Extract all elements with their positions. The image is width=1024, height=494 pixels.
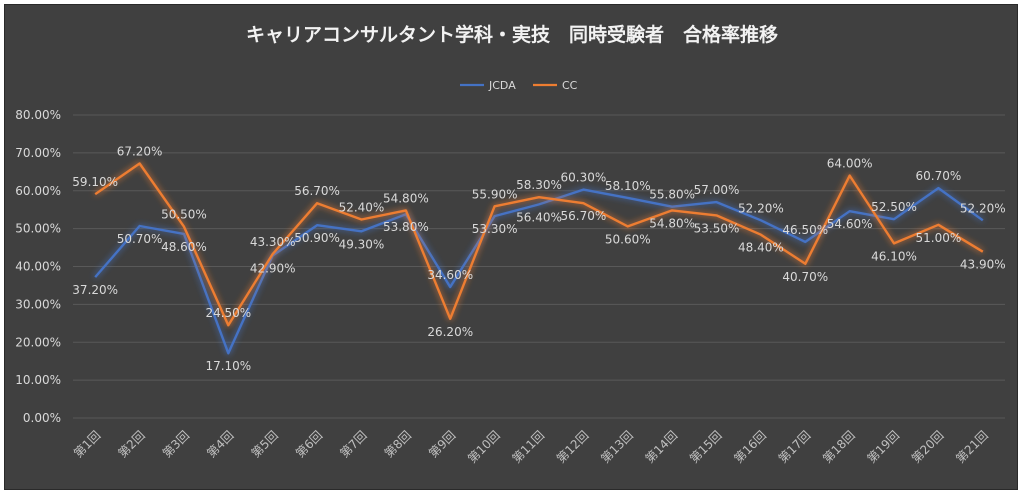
series-line-jcda — [94, 186, 984, 355]
data-label-jcda: 53.30% — [472, 222, 518, 236]
x-tick-label: 第15回 — [687, 428, 725, 466]
data-label-cc: 50.60% — [605, 232, 651, 246]
legend-label: CC — [562, 79, 578, 92]
y-tick-label: 10.00% — [15, 373, 61, 387]
legend-label: JCDA — [488, 79, 516, 92]
x-tick-label: 第10回 — [465, 428, 503, 466]
data-label-jcda: 34.60% — [427, 268, 473, 282]
data-label-cc: 50.50% — [161, 208, 207, 222]
y-tick-label: 0.00% — [23, 411, 61, 425]
line-chart: キャリアコンサルタント学科・実技 同時受験者 合格率推移 JCDA CC 0.00… — [15, 23, 1006, 466]
y-tick-label: 80.00% — [15, 108, 61, 122]
data-label-jcda: 52.50% — [871, 200, 917, 214]
y-tick-label: 40.00% — [15, 260, 61, 274]
data-label-jcda: 48.60% — [161, 240, 207, 254]
x-tick-label: 第8回 — [382, 428, 414, 460]
x-tick-label: 第14回 — [643, 428, 681, 466]
data-label-jcda: 50.90% — [294, 231, 340, 245]
chart-area: キャリアコンサルタント学科・実技 同時受験者 合格率推移 JCDA CC 0.00… — [4, 4, 1018, 490]
data-label-jcda: 17.10% — [205, 359, 251, 373]
data-label-cc: 64.00% — [827, 157, 873, 171]
data-label-jcda: 52.20% — [960, 201, 1006, 215]
data-label-jcda: 52.20% — [738, 201, 784, 215]
data-label-cc: 48.40% — [738, 241, 784, 255]
data-label-jcda: 54.60% — [827, 217, 873, 231]
data-label-jcda: 55.80% — [649, 188, 695, 202]
x-tick-label: 第7回 — [337, 428, 369, 460]
x-tick-label: 第4回 — [204, 428, 236, 460]
data-label-cc: 43.90% — [960, 258, 1006, 272]
x-tick-label: 第2回 — [115, 428, 147, 460]
data-label-cc: 43.30% — [250, 235, 296, 249]
data-label-cc: 56.70% — [560, 209, 606, 223]
legend: JCDA CC — [460, 79, 578, 92]
y-tick-label: 20.00% — [15, 335, 61, 349]
chart-title: キャリアコンサルタント学科・実技 同時受験者 合格率推移 — [246, 23, 778, 46]
series-line-cc — [94, 162, 984, 327]
x-tick-label: 第9回 — [426, 428, 458, 460]
data-label-cc: 24.50% — [205, 306, 251, 320]
data-label-cc: 54.80% — [649, 216, 695, 230]
x-tick-label: 第18回 — [820, 428, 858, 466]
x-tick-label: 第13回 — [598, 428, 636, 466]
data-label-cc: 46.10% — [871, 249, 917, 263]
y-tick-label: 60.00% — [15, 184, 61, 198]
x-tick-label: 第1回 — [71, 428, 103, 460]
x-tick-label: 第3回 — [160, 428, 192, 460]
x-tick-label: 第21回 — [953, 428, 991, 466]
data-label-jcda: 56.40% — [516, 210, 562, 224]
data-label-cc: 40.70% — [782, 270, 828, 284]
data-label-cc: 55.90% — [472, 187, 518, 201]
x-tick-label: 第19回 — [864, 428, 902, 466]
x-tick-label: 第11回 — [509, 428, 547, 466]
y-tick-label: 50.00% — [15, 222, 61, 236]
data-label-jcda: 60.70% — [916, 169, 962, 183]
x-tick-label: 第20回 — [909, 428, 947, 466]
data-label-cc: 54.80% — [383, 191, 429, 205]
data-label-jcda: 58.10% — [605, 179, 651, 193]
data-label-jcda: 60.30% — [560, 171, 606, 185]
data-label-jcda: 37.20% — [72, 283, 118, 297]
data-label-cc: 52.40% — [339, 201, 385, 215]
data-label-jcda: 57.00% — [694, 183, 740, 197]
data-label-jcda: 49.30% — [339, 237, 385, 251]
data-label-cc: 51.00% — [916, 231, 962, 245]
data-label-cc: 58.30% — [516, 178, 562, 192]
data-label-cc: 67.20% — [117, 144, 163, 158]
x-tick-label: 第17回 — [776, 428, 814, 466]
y-tick-label: 30.00% — [15, 297, 61, 311]
data-label-cc: 53.50% — [694, 221, 740, 235]
x-tick-label: 第5回 — [249, 428, 281, 460]
data-label-jcda: 42.90% — [250, 262, 296, 276]
x-tick-label: 第16回 — [731, 428, 769, 466]
x-tick-label: 第6回 — [293, 428, 325, 460]
data-label-jcda: 53.80% — [383, 220, 429, 234]
data-label-cc: 59.10% — [72, 175, 118, 189]
data-label-jcda: 50.70% — [117, 232, 163, 246]
data-label-cc: 26.20% — [427, 325, 473, 339]
y-tick-label: 70.00% — [15, 146, 61, 160]
data-label-cc: 56.70% — [294, 184, 340, 198]
x-tick-label: 第12回 — [554, 428, 592, 466]
data-label-jcda: 46.50% — [782, 223, 828, 237]
